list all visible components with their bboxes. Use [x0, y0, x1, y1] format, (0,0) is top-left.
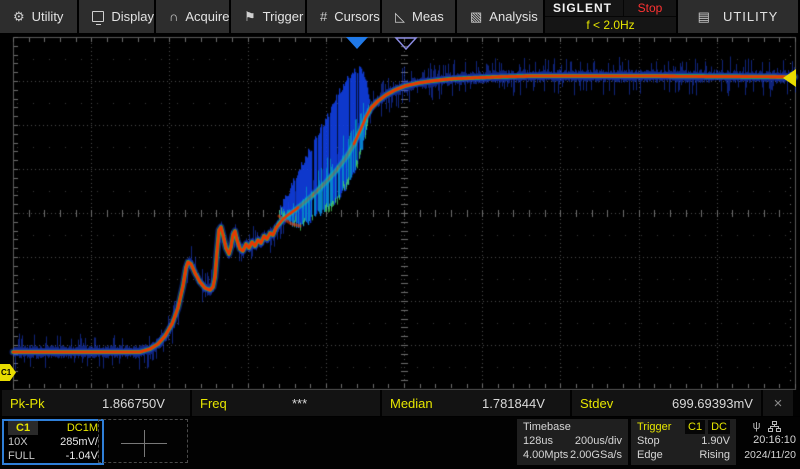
measurement-median[interactable]: Median 1.781844V: [382, 390, 570, 416]
trigger-level-marker[interactable]: [783, 69, 796, 87]
measurement-value: ***: [292, 395, 308, 411]
add-channel-slot[interactable]: [98, 419, 188, 463]
gear-icon: ⚙: [13, 8, 25, 24]
acquire-icon: ∩: [169, 9, 179, 24]
trigger-level: 1.90V: [701, 435, 730, 447]
menu-utility[interactable]: ⚙ Utility: [0, 0, 77, 33]
lan-icon: [768, 420, 782, 432]
measurement-value: 699.69393mV: [672, 395, 753, 411]
measurement-stdev[interactable]: Stdev 699.69393mV: [572, 390, 761, 416]
analysis-icon: ▧: [470, 8, 483, 24]
timebase-memdepth: 4.00Mpts: [523, 449, 569, 461]
measurement-label: Pk-Pk: [10, 395, 45, 411]
horizontal-reference-marker[interactable]: [394, 36, 418, 51]
trigger-status: Stop: [637, 435, 660, 447]
channel-ground-marker[interactable]: C1: [0, 364, 16, 381]
menu-analysis[interactable]: ▧ Analysis: [457, 0, 543, 33]
timebase-delay: 128us: [523, 435, 553, 447]
trigger-frequency-cell: f < 2.0Hz: [545, 17, 676, 33]
menu-trigger-label: Trigger: [262, 9, 304, 24]
channel-volts-div: 285mV/: [60, 436, 98, 448]
measurement-bar: Pk-Pk 1.866750V Freq *** Median 1.781844…: [0, 390, 800, 416]
channel-attenuation: 10X: [8, 436, 28, 448]
trigger-slope: Rising: [699, 449, 730, 461]
menu-acquire-label: Acquire: [185, 9, 230, 24]
list-icon: ▤: [697, 8, 711, 24]
ruler-icon: ◺: [395, 8, 405, 24]
bottom-status-bar: C1 DC1M 10X 285mV/ FULL -1.04V Timebase …: [0, 417, 800, 469]
utility-button-label: UTILITY: [722, 9, 779, 24]
channel-coupling: DC1M: [66, 422, 98, 434]
timebase-scale: 200us/div: [574, 435, 622, 447]
channel1-descriptor[interactable]: C1 DC1M 10X 285mV/ FULL -1.04V: [2, 419, 104, 465]
close-measurements-button[interactable]: ×: [762, 390, 793, 416]
timebase-title: Timebase: [523, 421, 571, 433]
menu-display[interactable]: Display: [79, 0, 154, 33]
menu-meas-label: Meas: [412, 9, 444, 24]
channel-bandwidth: FULL: [8, 450, 35, 462]
menu-acquire[interactable]: ∩ Acquire: [156, 0, 229, 33]
close-icon: ×: [773, 394, 783, 412]
clock-date: 2024/11/20: [744, 449, 796, 461]
measurement-label: Stdev: [580, 395, 614, 411]
measurement-label: Freq: [200, 395, 227, 411]
trigger-descriptor[interactable]: Trigger C1 DC Stop 1.90V Edge Rising: [631, 419, 736, 465]
menu-meas[interactable]: ◺ Meas: [382, 0, 455, 33]
measurement-value: 1.866750V: [102, 395, 165, 411]
acquisition-state: Stop: [637, 1, 663, 15]
trigger-source: C1: [685, 420, 706, 434]
channel-name: C1: [8, 421, 39, 435]
trigger-frequency: f < 2.0Hz: [586, 18, 635, 32]
menu-cursors-label: Cursors: [334, 9, 380, 24]
brand-cell: SIGLENT: [545, 0, 623, 16]
acquisition-state-cell[interactable]: Stop: [624, 0, 676, 16]
menu-utility-label: Utility: [31, 9, 64, 24]
monitor-icon: [92, 11, 105, 25]
measurement-freq[interactable]: Freq ***: [192, 390, 380, 416]
crosshair-icon: [144, 430, 145, 457]
trigger-coupling: DC: [708, 420, 730, 434]
measurement-pkpk[interactable]: Pk-Pk 1.866750V: [2, 390, 190, 416]
menu-cursors[interactable]: # Cursors: [307, 0, 380, 33]
measurement-value: 1.781844V: [482, 395, 545, 411]
trigger-position-marker[interactable]: [346, 37, 368, 49]
menu-trigger[interactable]: ⚑ Trigger: [231, 0, 305, 33]
channel-offset: -1.04V: [65, 450, 98, 462]
menu-display-label: Display: [111, 9, 154, 24]
trigger-title: Trigger: [637, 421, 672, 433]
top-menubar: ⚙ Utility Display ∩ Acquire ⚑ Trigger # …: [0, 0, 800, 33]
utility-button[interactable]: ▤ UTILITY: [678, 0, 798, 33]
trigger-type: Edge: [637, 449, 663, 461]
clock-time: 20:16:10: [753, 434, 796, 446]
usb-icon: ψ: [752, 420, 761, 432]
timebase-descriptor[interactable]: Timebase 128us 200us/div 4.00Mpts 2.00GS…: [517, 419, 628, 465]
cursors-icon: #: [320, 9, 328, 24]
flag-icon: ⚑: [244, 8, 256, 24]
measurement-label: Median: [390, 395, 433, 411]
siglent-logo: SIGLENT: [553, 1, 613, 15]
clock-panel: ψ 20:16:10 2024/11/20: [738, 419, 798, 465]
timebase-samplerate: 2.00GSa/s: [570, 449, 622, 461]
status-panel: SIGLENT Stop f < 2.0Hz: [545, 0, 676, 33]
menu-analysis-label: Analysis: [489, 9, 538, 24]
